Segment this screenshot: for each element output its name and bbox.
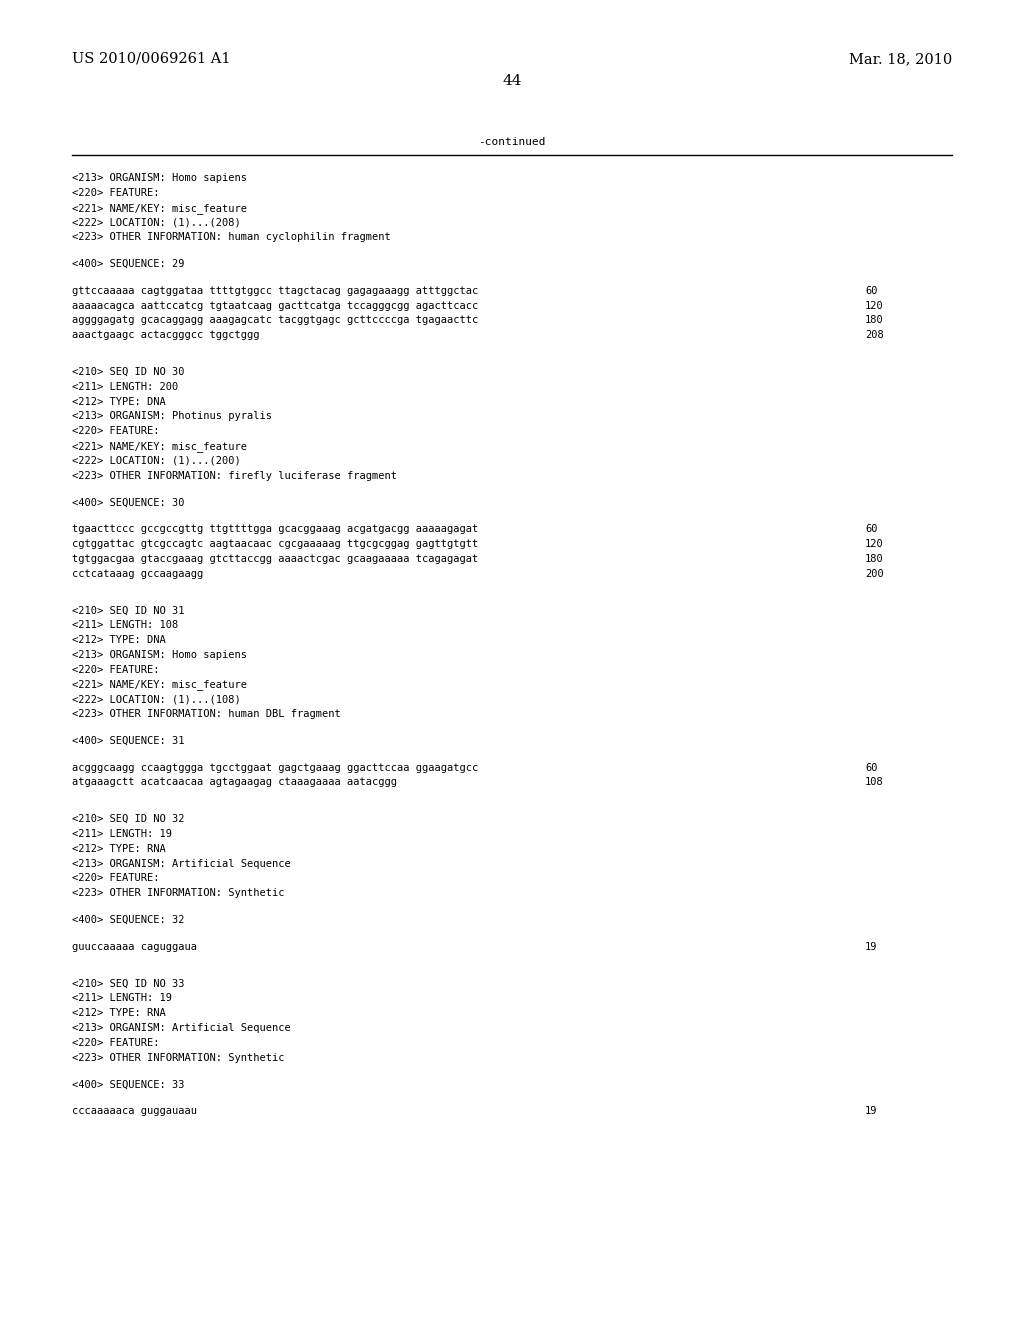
- Text: 180: 180: [865, 315, 884, 326]
- Text: <400> SEQUENCE: 33: <400> SEQUENCE: 33: [72, 1080, 184, 1089]
- Text: <220> FEATURE:: <220> FEATURE:: [72, 874, 160, 883]
- Text: <400> SEQUENCE: 32: <400> SEQUENCE: 32: [72, 915, 184, 925]
- Text: cctcataaag gccaagaagg: cctcataaag gccaagaagg: [72, 569, 203, 578]
- Text: aggggagatg gcacaggagg aaagagcatc tacggtgagc gcttccccga tgagaacttc: aggggagatg gcacaggagg aaagagcatc tacggtg…: [72, 315, 478, 326]
- Text: <220> FEATURE:: <220> FEATURE:: [72, 426, 160, 436]
- Text: 120: 120: [865, 301, 884, 310]
- Text: aaactgaagc actacgggcc tggctggg: aaactgaagc actacgggcc tggctggg: [72, 330, 259, 341]
- Text: <223> OTHER INFORMATION: human cyclophilin fragment: <223> OTHER INFORMATION: human cyclophil…: [72, 232, 391, 242]
- Text: <210> SEQ ID NO 33: <210> SEQ ID NO 33: [72, 978, 184, 989]
- Text: <211> LENGTH: 19: <211> LENGTH: 19: [72, 829, 172, 840]
- Text: <212> TYPE: RNA: <212> TYPE: RNA: [72, 843, 166, 854]
- Text: <210> SEQ ID NO 31: <210> SEQ ID NO 31: [72, 606, 184, 615]
- Text: <210> SEQ ID NO 30: <210> SEQ ID NO 30: [72, 367, 184, 378]
- Text: <213> ORGANISM: Artificial Sequence: <213> ORGANISM: Artificial Sequence: [72, 1023, 291, 1034]
- Text: <400> SEQUENCE: 30: <400> SEQUENCE: 30: [72, 498, 184, 507]
- Text: tgtggacgaa gtaccgaaag gtcttaccgg aaaactcgac gcaagaaaaa tcagagagat: tgtggacgaa gtaccgaaag gtcttaccgg aaaactc…: [72, 554, 478, 564]
- Text: 60: 60: [865, 286, 878, 296]
- Text: 44: 44: [502, 74, 522, 88]
- Text: cccaaaaaca guggauaau: cccaaaaaca guggauaau: [72, 1106, 197, 1117]
- Text: gttccaaaaa cagtggataa ttttgtggcc ttagctacag gagagaaagg atttggctac: gttccaaaaa cagtggataa ttttgtggcc ttagcta…: [72, 286, 478, 296]
- Text: <222> LOCATION: (1)...(208): <222> LOCATION: (1)...(208): [72, 218, 241, 227]
- Text: atgaaagctt acatcaacaa agtagaagag ctaaagaaaa aatacggg: atgaaagctt acatcaacaa agtagaagag ctaaaga…: [72, 777, 397, 788]
- Text: <211> LENGTH: 108: <211> LENGTH: 108: [72, 620, 178, 630]
- Text: 108: 108: [865, 777, 884, 788]
- Text: <223> OTHER INFORMATION: Synthetic: <223> OTHER INFORMATION: Synthetic: [72, 888, 285, 898]
- Text: <212> TYPE: RNA: <212> TYPE: RNA: [72, 1008, 166, 1018]
- Text: aaaaacagca aattccatcg tgtaatcaag gacttcatga tccagggcgg agacttcacc: aaaaacagca aattccatcg tgtaatcaag gacttca…: [72, 301, 478, 310]
- Text: <213> ORGANISM: Homo sapiens: <213> ORGANISM: Homo sapiens: [72, 649, 247, 660]
- Text: <221> NAME/KEY: misc_feature: <221> NAME/KEY: misc_feature: [72, 680, 247, 690]
- Text: <212> TYPE: DNA: <212> TYPE: DNA: [72, 635, 166, 645]
- Text: <213> ORGANISM: Artificial Sequence: <213> ORGANISM: Artificial Sequence: [72, 858, 291, 869]
- Text: cgtggattac gtcgccagtc aagtaacaac cgcgaaaaag ttgcgcggag gagttgtgtt: cgtggattac gtcgccagtc aagtaacaac cgcgaaa…: [72, 539, 478, 549]
- Text: 208: 208: [865, 330, 884, 341]
- Text: <221> NAME/KEY: misc_feature: <221> NAME/KEY: misc_feature: [72, 441, 247, 451]
- Text: <211> LENGTH: 200: <211> LENGTH: 200: [72, 381, 178, 392]
- Text: <400> SEQUENCE: 31: <400> SEQUENCE: 31: [72, 735, 184, 746]
- Text: -continued: -continued: [478, 137, 546, 147]
- Text: 19: 19: [865, 1106, 878, 1117]
- Text: 60: 60: [865, 763, 878, 772]
- Text: <211> LENGTH: 19: <211> LENGTH: 19: [72, 994, 172, 1003]
- Text: <220> FEATURE:: <220> FEATURE:: [72, 664, 160, 675]
- Text: <223> OTHER INFORMATION: firefly luciferase fragment: <223> OTHER INFORMATION: firefly lucifer…: [72, 471, 397, 480]
- Text: guuccaaaaa caguggaua: guuccaaaaa caguggaua: [72, 941, 197, 952]
- Text: <212> TYPE: DNA: <212> TYPE: DNA: [72, 396, 166, 407]
- Text: <213> ORGANISM: Photinus pyralis: <213> ORGANISM: Photinus pyralis: [72, 412, 272, 421]
- Text: <210> SEQ ID NO 32: <210> SEQ ID NO 32: [72, 814, 184, 824]
- Text: <222> LOCATION: (1)...(108): <222> LOCATION: (1)...(108): [72, 694, 241, 704]
- Text: <222> LOCATION: (1)...(200): <222> LOCATION: (1)...(200): [72, 455, 241, 466]
- Text: <400> SEQUENCE: 29: <400> SEQUENCE: 29: [72, 259, 184, 269]
- Text: US 2010/0069261 A1: US 2010/0069261 A1: [72, 51, 230, 66]
- Text: 180: 180: [865, 554, 884, 564]
- Text: acgggcaagg ccaagtggga tgcctggaat gagctgaaag ggacttccaa ggaagatgcc: acgggcaagg ccaagtggga tgcctggaat gagctga…: [72, 763, 478, 772]
- Text: <220> FEATURE:: <220> FEATURE:: [72, 1038, 160, 1048]
- Text: 120: 120: [865, 539, 884, 549]
- Text: <223> OTHER INFORMATION: human DBL fragment: <223> OTHER INFORMATION: human DBL fragm…: [72, 709, 341, 719]
- Text: <213> ORGANISM: Homo sapiens: <213> ORGANISM: Homo sapiens: [72, 173, 247, 183]
- Text: tgaacttccc gccgccgttg ttgttttgga gcacggaaag acgatgacgg aaaaagagat: tgaacttccc gccgccgttg ttgttttgga gcacgga…: [72, 524, 478, 535]
- Text: 60: 60: [865, 524, 878, 535]
- Text: Mar. 18, 2010: Mar. 18, 2010: [849, 51, 952, 66]
- Text: 19: 19: [865, 941, 878, 952]
- Text: 200: 200: [865, 569, 884, 578]
- Text: <223> OTHER INFORMATION: Synthetic: <223> OTHER INFORMATION: Synthetic: [72, 1052, 285, 1063]
- Text: <221> NAME/KEY: misc_feature: <221> NAME/KEY: misc_feature: [72, 202, 247, 214]
- Text: <220> FEATURE:: <220> FEATURE:: [72, 187, 160, 198]
